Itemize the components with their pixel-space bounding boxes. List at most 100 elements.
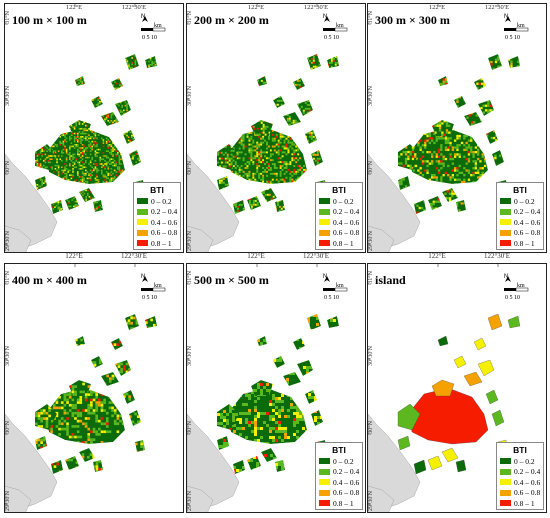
island-polygon [491, 409, 505, 427]
longitude-label: 122°30′E [302, 252, 330, 260]
bti-legend: BTI 0 – 0.2 0.2 – 0.4 0.4 – 0.6 0.6 – 0.8 0.8… [133, 182, 181, 250]
bti-legend: BTI 0 – 0.2 0.2 – 0.4 0.4 – 0.6 0.6 – 0.8 0.8… [496, 442, 544, 510]
legend-item: 0 – 0.2 [316, 456, 362, 467]
legend-title: BTI [513, 445, 527, 455]
longitude-label: 122°E [428, 252, 446, 260]
island-grid-cells [75, 336, 85, 346]
island-grid-cells [111, 338, 123, 350]
island-grid-cells [454, 96, 466, 108]
island-grid-cells [51, 460, 63, 474]
longitude-label: 122°E [65, 4, 83, 11]
island-grid-cells [125, 54, 139, 70]
panel-title: 100 m × 100 m [12, 13, 87, 27]
island-grid-cells [283, 112, 301, 126]
island-polygon [455, 459, 467, 473]
island-polygon [485, 389, 499, 405]
legend-label: 0.8 – 1 [333, 238, 354, 248]
legend-item: 0.4 – 0.6 [316, 217, 362, 228]
island-grid-cells [275, 200, 285, 212]
island-grid-cells [408, 128, 488, 184]
legend-swatch [319, 219, 330, 226]
legend-item: 0.6 – 0.8 [497, 228, 543, 239]
legend-label: 0.4 – 0.6 [333, 477, 360, 487]
island-polygon [487, 313, 503, 331]
legend-swatch [319, 458, 330, 465]
island-grid-cells [247, 196, 261, 210]
scale-numbers: 0 5 10 [142, 295, 157, 301]
island-polygon [407, 387, 489, 445]
scale-unit: km [517, 23, 525, 29]
mainland-coast-south [5, 485, 32, 512]
legend-item: 0.2 – 0.4 [497, 467, 543, 478]
legend-swatch [500, 458, 511, 465]
legend-label: 0.2 – 0.4 [333, 207, 360, 217]
legend-label: 0.8 – 1 [333, 498, 354, 508]
island-grid-cells [91, 356, 103, 368]
island-grid-cells [135, 440, 145, 452]
island-grid-cells [257, 336, 267, 346]
island-grid-cells [217, 436, 229, 450]
island-polygon [507, 315, 521, 329]
map-canvas [5, 4, 157, 252]
longitude-label: 122°E [247, 4, 265, 11]
island-grid-cells [91, 96, 103, 108]
legend-swatch [137, 229, 148, 236]
island-grid-cells [45, 388, 125, 444]
island-grid-cells [428, 196, 442, 210]
legend-swatch [137, 219, 148, 226]
scale-numbers: 0 5 10 [505, 295, 520, 301]
island-grid-cells [311, 410, 323, 426]
island-grid-cells [101, 112, 119, 126]
island-grid-cells [438, 76, 448, 86]
longitude-label: 122°30′E [120, 252, 148, 260]
bti-legend: BTI 0 – 0.2 0.2 – 0.4 0.4 – 0.6 0.6 – 0.8 0.8… [315, 182, 363, 250]
island-grid-cells [125, 314, 139, 330]
longitude-label: 122°30′E [121, 4, 147, 11]
legend-swatch [500, 468, 511, 475]
legend-swatch [319, 198, 330, 205]
bti-legend: BTI 0 – 0.2 0.2 – 0.4 0.4 – 0.6 0.6 – 0.8 0.8… [496, 182, 544, 250]
latitude-label: 29°30′N [368, 231, 374, 252]
legend-swatch [500, 489, 511, 496]
legend-item: 0 – 0.2 [134, 196, 180, 207]
legend-swatch [137, 208, 148, 215]
legend-swatch [137, 198, 148, 205]
legend-label: 0 – 0.2 [333, 196, 354, 206]
scale-unit: km [517, 283, 525, 289]
legend-label: 0.4 – 0.6 [333, 217, 360, 227]
panel-title: 400 m × 400 m [12, 273, 87, 287]
island-grid-cells [69, 120, 91, 136]
island-grid-cells [35, 436, 47, 450]
island-grid-cells [307, 54, 321, 70]
latitude-label: 31°N [5, 271, 11, 284]
legend-title: BTI [332, 185, 346, 195]
latitude-label: 30°N [368, 421, 374, 434]
legend-item: 0.8 – 1 [497, 498, 543, 509]
legend-item: 0.2 – 0.4 [134, 207, 180, 218]
legend-item: 0.6 – 0.8 [316, 228, 362, 239]
island-grid-cells [93, 200, 103, 212]
legend-label: 0 – 0.2 [514, 196, 535, 206]
island-grid-cells [442, 188, 458, 202]
mainland-coast-south [187, 225, 214, 252]
legend-label: 0.4 – 0.6 [514, 217, 541, 227]
latitude-label: 31°N [368, 271, 374, 284]
legend-swatch [500, 219, 511, 226]
island-grid-cells [123, 130, 135, 144]
island-polygon [413, 459, 427, 475]
island-grid-cells [305, 390, 317, 404]
island-grid-cells [79, 188, 95, 202]
island-grid-cells [51, 200, 63, 214]
legend-swatch [137, 240, 148, 247]
island-grid-cells [227, 388, 307, 444]
panel-title: 500 m × 500 m [194, 273, 269, 287]
island-grid-cells [283, 372, 301, 386]
legend-item: 0.8 – 1 [497, 238, 543, 249]
island-polygon [397, 435, 411, 451]
legend-label: 0.2 – 0.4 [514, 207, 541, 217]
